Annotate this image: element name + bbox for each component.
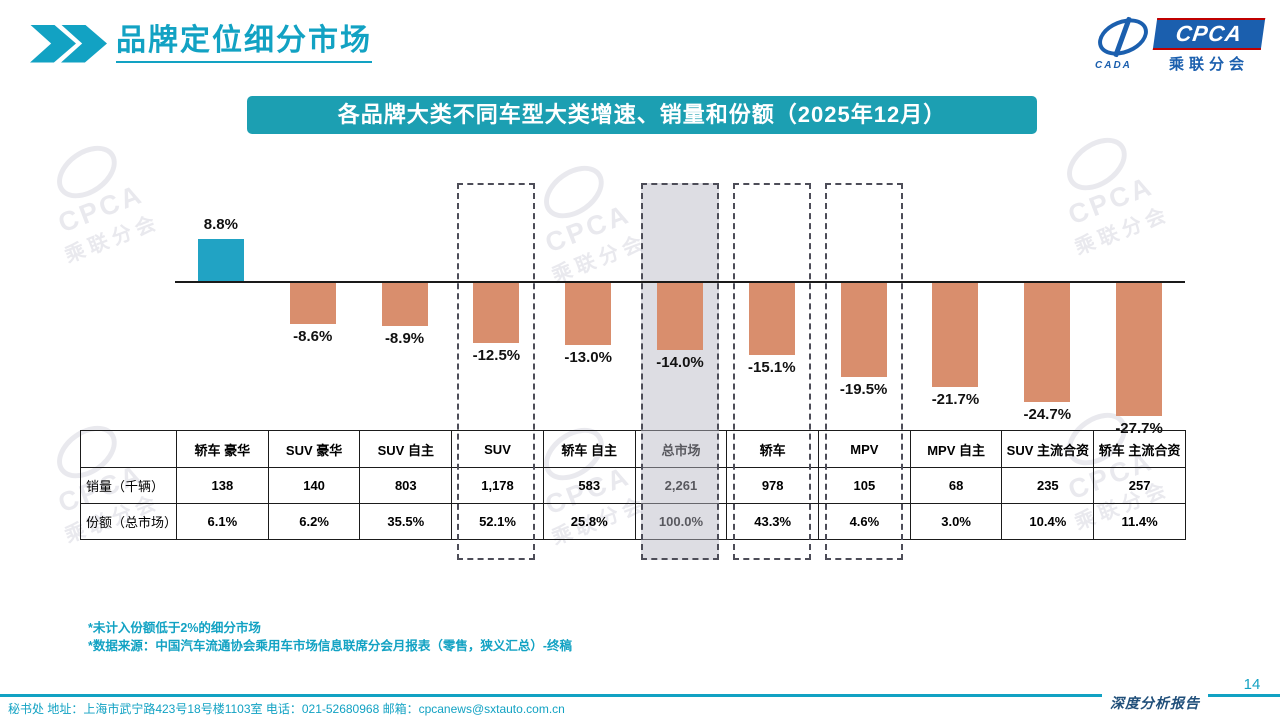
column-header-MPV 自主: MPV 自主 <box>909 430 1003 468</box>
bar-SUV 主流合资 <box>1024 283 1071 402</box>
highlight-box-MPV <box>824 183 903 560</box>
table-cell: 25.8% <box>542 503 636 540</box>
highlight-box-轿车 <box>732 183 811 560</box>
bar-value-label: -27.7% <box>1115 420 1163 437</box>
bar-value-label: -13.0% <box>564 349 612 366</box>
column-header-轿车 主流合资: 轿车 主流合资 <box>1093 430 1186 468</box>
table-cell: 4.6% <box>818 503 911 540</box>
table-cell: 43.3% <box>726 503 820 540</box>
table-cell: 6.2% <box>267 503 361 540</box>
bar-value-label: -19.5% <box>839 381 888 398</box>
table-cell: 52.1% <box>451 503 544 540</box>
bar-MPV 自主 <box>932 283 979 387</box>
cpca-logo-text: CPCA 乘联分会 <box>1152 14 1266 78</box>
footnote-threshold: *未计入份额低于2%的细分市场 <box>88 621 261 635</box>
sales-share-table: 轿车 豪华 SUV 豪华 SUV 自主 SUV 轿车 自主 总市场 轿车 MPV MPV 自主 S… <box>80 430 1186 540</box>
table-cell: 10.4% <box>1001 503 1095 540</box>
growth-bar-chart: 8.8% -8.6% -8.9% -12.5% -13.0% -14.0% -15.1% -1… <box>175 183 1185 560</box>
table-cell: 105 <box>818 467 911 504</box>
bar-value-label: 8.8% <box>203 216 238 233</box>
bar-value-label: -8.6% <box>293 328 333 345</box>
bar-value-label: -14.0% <box>656 354 704 371</box>
bar-MPV <box>840 283 887 377</box>
footer-divider <box>0 694 1280 697</box>
highlight-box-SUV <box>457 183 536 560</box>
bar-value-label: -24.7% <box>1023 406 1072 423</box>
bar-value-label: -21.7% <box>931 391 980 408</box>
column-header-总市场: 总市场 <box>634 430 728 468</box>
footer-contact: 秘书处 地址：上海市武宁路423号18号楼1103室 电话：021-526809… <box>8 702 565 716</box>
bar-value-label: -15.1% <box>748 359 796 376</box>
footnote-source: *数据来源：中国汽车流通协会乘用车市场信息联席分会月报表（零售，狭义汇总）-终稿 <box>88 639 573 653</box>
row-label: 销量（千辆） <box>80 467 177 504</box>
cpca-watermark-ellipse-icon <box>47 135 127 210</box>
logo-cpca-label: CPCA <box>1152 18 1266 50</box>
table-corner-cell <box>80 430 177 468</box>
row-label: 份额（总市场） <box>80 503 177 540</box>
page-title: 品牌定位细分市场 <box>116 24 372 63</box>
logo-subtitle: 乘联分会 <box>1168 56 1249 73</box>
table-cell: 235 <box>1001 467 1095 504</box>
table-cell: 35.5% <box>359 503 453 540</box>
bar-value-label: -8.9% <box>384 330 425 347</box>
column-header-轿车: 轿车 <box>726 430 820 468</box>
highlight-box-总市场 <box>641 183 719 560</box>
table-row: 销量（千辆） 138 140 803 1,178 583 2,261 978 105 68 235 2… <box>80 467 1186 504</box>
watermark-text: CPCA <box>54 178 148 239</box>
table-cell: 11.4% <box>1093 503 1186 540</box>
table-cell: 978 <box>726 467 820 504</box>
bar-轿车 豪华 <box>197 239 244 281</box>
double-chevron-icon <box>30 24 108 63</box>
page-number: 14 <box>1232 676 1272 693</box>
table-cell: 100.0% <box>634 503 728 540</box>
table-cell: 3.0% <box>909 503 1003 540</box>
table-cell: 138 <box>176 467 269 504</box>
bar-SUV <box>473 283 520 343</box>
table-cell: 2,261 <box>634 467 728 504</box>
chart-zero-baseline <box>175 281 1185 283</box>
bar-SUV 自主 <box>381 283 428 326</box>
chart-title-banner: 各品牌大类不同车型大类增速、销量和份额（2025年12月） <box>247 96 1037 134</box>
cpca-logo-emblem-icon: CADA <box>1092 11 1155 78</box>
bar-轿车 自主 <box>565 283 612 345</box>
bar-轿车 <box>748 283 795 355</box>
table-cell: 1,178 <box>451 467 544 504</box>
bar-SUV 豪华 <box>289 283 336 324</box>
bar-总市场 <box>657 283 703 350</box>
table-row: 份额（总市场） 6.1% 6.2% 35.5% 52.1% 25.8% 100.0% 43.3… <box>80 503 1186 540</box>
bar-value-label: -12.5% <box>472 347 521 364</box>
footnotes: *未计入份额低于2%的细分市场 *数据来源：中国汽车流通协会乘用车市场信息联席分… <box>88 619 572 655</box>
logo-cada-text: CADA <box>1095 60 1132 71</box>
cpca-logo: CADA CPCA 乘联分会 <box>1092 11 1266 78</box>
bar-轿车 主流合资 <box>1116 283 1163 416</box>
table-cell: 6.1% <box>176 503 269 540</box>
header: 品牌定位细分市场 <box>30 24 372 63</box>
cpca-watermark: CPCA 乘联分会 <box>32 134 163 269</box>
table-cell: 583 <box>542 467 636 504</box>
report-type-label: 深度分析报告 <box>1102 691 1208 713</box>
watermark-text: 乘联分会 <box>62 211 164 268</box>
